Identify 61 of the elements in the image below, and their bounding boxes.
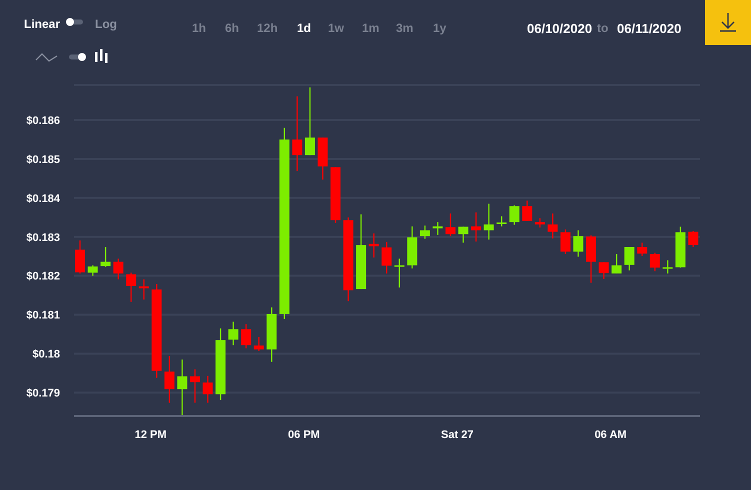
candlestick [509,204,520,226]
candlestick [382,241,392,274]
candlestick [254,336,264,352]
y-tick-label: $0.179 [26,388,60,400]
candlestick [522,200,532,222]
candlestick [534,218,545,228]
candlestick [88,264,98,276]
text: 1m [362,21,380,35]
text: Linear [24,17,60,31]
text: 1d [297,21,312,35]
y-tick-label: $0.182 [26,270,60,283]
x-tick-label: 12 PM [134,428,167,441]
candlestick [241,324,252,349]
candlestick [688,230,698,248]
candlestick [624,246,634,271]
y-tick-label: $0.183 [26,232,60,244]
candlestick [228,321,238,346]
candlestick [292,96,302,172]
x-tick-label: 06 AM [594,428,627,441]
candlestick [126,272,136,302]
candlestick [75,240,85,274]
candlestick [471,212,482,242]
candlestick [164,355,174,404]
text: Log [95,17,117,31]
y-tick-label: $0.18 [32,348,60,361]
candlestick [598,262,609,280]
text: 6h [225,21,240,35]
candlestick [420,224,430,240]
candlestick [113,258,124,280]
candlestick [612,253,622,274]
text: 1y [433,21,446,35]
text: to [597,21,608,35]
text: 1h [192,21,206,35]
text: 1w [328,21,344,35]
y-tick-label: $0.184 [26,192,61,205]
candlestick [637,242,648,257]
candlestick [190,368,200,404]
text: 06/11/2020 [617,21,682,36]
candlestick [202,375,213,404]
text: 12h [257,21,278,35]
candlestick [100,246,111,268]
y-tick-label: $0.186 [26,114,60,127]
candlestick [548,212,558,240]
x-tick-label: Sat 27 [441,428,474,441]
candlestick [445,212,456,237]
candlestick [560,228,570,255]
candlestick [662,260,673,274]
candlestick [432,221,443,236]
candlestick [484,203,494,240]
candlestick [573,230,584,258]
candlestick [304,86,315,156]
y-tick-label: $0.185 [26,154,60,166]
candlestick [394,258,404,288]
candlestick [458,226,468,244]
y-tick-label: $0.181 [26,310,60,322]
x-tick-label: 06 PM [288,428,320,441]
text: 3m [396,21,414,35]
candlestick [138,278,149,300]
text: 06/10/2020 [527,21,592,36]
candlestick [650,252,660,272]
candlestick [496,216,507,227]
